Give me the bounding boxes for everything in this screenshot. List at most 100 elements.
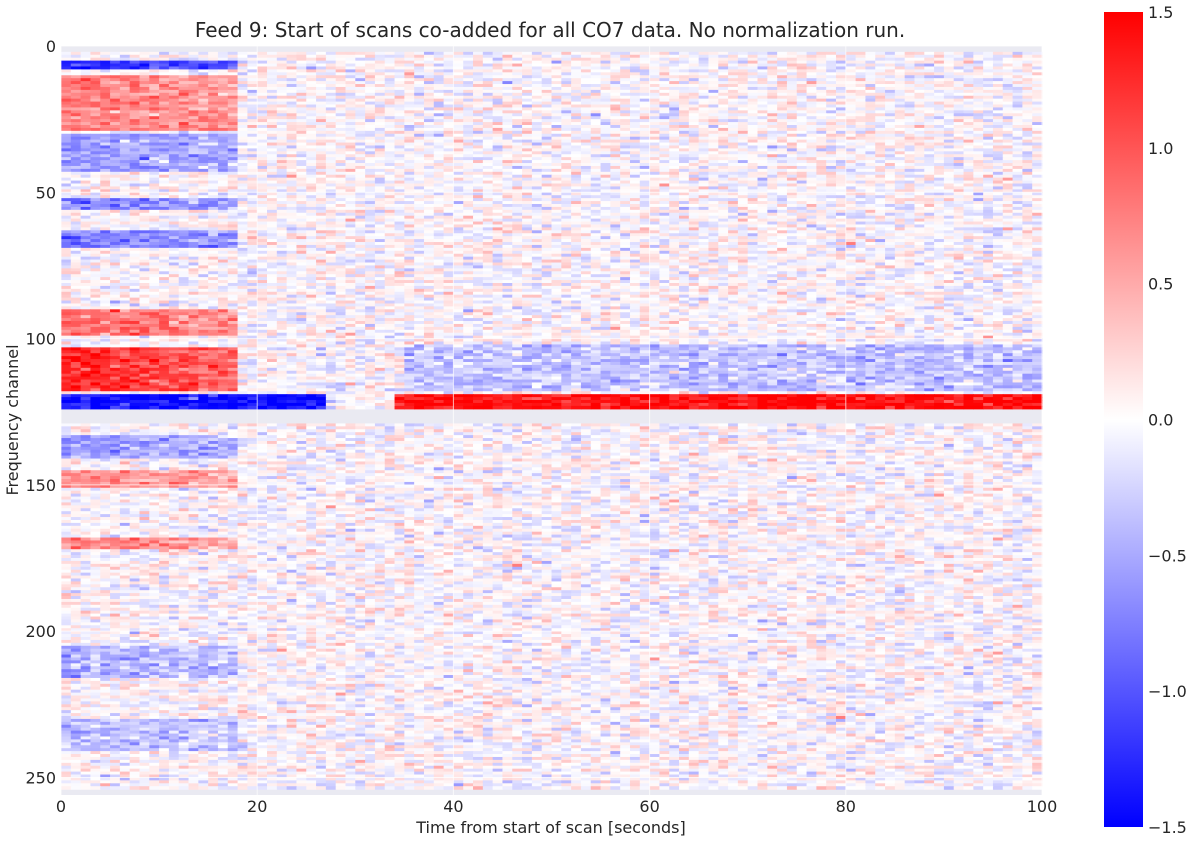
heatmap-cell xyxy=(198,98,209,103)
heatmap-cell xyxy=(502,98,513,103)
heatmap-cell xyxy=(610,127,621,132)
heatmap-cell xyxy=(276,130,288,135)
heatmap-cell xyxy=(629,113,641,117)
heatmap-cell xyxy=(629,63,641,68)
heatmap-cell xyxy=(580,54,592,59)
heatmap-cell xyxy=(629,119,641,123)
heatmap-cell xyxy=(688,72,700,76)
heatmap-cell xyxy=(482,101,494,106)
heatmap-cell xyxy=(796,113,808,117)
heatmap-cell xyxy=(257,78,268,82)
heatmap-cell xyxy=(149,72,160,76)
heatmap-cell xyxy=(345,151,356,155)
heatmap-cell xyxy=(816,127,827,132)
heatmap-cell xyxy=(70,157,82,161)
heatmap-cell xyxy=(119,57,131,62)
heatmap-cell xyxy=(394,101,405,106)
heatmap-cell xyxy=(718,125,729,129)
heatmap-cell xyxy=(1032,104,1043,109)
heatmap-cell xyxy=(767,125,778,129)
heatmap-cell xyxy=(541,57,553,62)
heatmap-cell xyxy=(345,60,356,65)
heatmap-cell xyxy=(786,95,798,100)
heatmap-cell xyxy=(1012,60,1023,65)
heatmap-cell xyxy=(286,139,298,144)
heatmap-cell xyxy=(561,95,572,100)
heatmap-cell xyxy=(306,86,317,91)
heatmap-cell xyxy=(580,98,592,103)
heatmap-cell xyxy=(531,125,543,129)
heatmap-cell xyxy=(747,81,759,85)
heatmap-cell xyxy=(629,72,641,76)
heatmap-cell xyxy=(276,69,288,73)
heatmap-cell xyxy=(61,145,72,150)
heatmap-cell xyxy=(365,110,376,114)
heatmap-cell xyxy=(914,66,925,71)
heatmap-cell xyxy=(669,116,680,120)
heatmap-cell xyxy=(659,86,670,91)
heatmap-cell xyxy=(629,122,641,126)
heatmap-cell xyxy=(208,57,219,62)
heatmap-cell xyxy=(237,148,248,152)
heatmap-cell xyxy=(934,122,945,126)
heatmap-cell xyxy=(953,63,965,68)
heatmap-cell xyxy=(306,127,317,132)
heatmap-cell xyxy=(639,107,651,111)
heatmap-cell xyxy=(757,84,768,88)
heatmap-cell xyxy=(227,154,239,158)
heatmap-cell xyxy=(1032,66,1043,71)
heatmap-cell xyxy=(159,136,170,141)
heatmap-cell xyxy=(257,54,268,59)
heatmap-cell xyxy=(463,78,474,82)
heatmap-cell xyxy=(590,136,602,141)
heatmap-cell xyxy=(404,101,415,106)
heatmap-cell xyxy=(286,66,298,71)
heatmap-cell xyxy=(149,101,160,106)
heatmap-cell xyxy=(835,113,847,117)
heatmap-cell xyxy=(433,75,445,79)
heatmap-cell xyxy=(1002,75,1014,79)
heatmap-cell xyxy=(561,151,572,155)
heatmap-cell xyxy=(953,66,965,71)
heatmap-cell xyxy=(237,57,248,62)
heatmap-cell xyxy=(904,154,916,158)
heatmap-cell xyxy=(1012,89,1023,94)
heatmap-cell xyxy=(875,84,886,88)
heatmap-cell xyxy=(580,110,592,114)
heatmap-cell xyxy=(80,139,92,144)
heatmap-cell xyxy=(835,95,847,100)
heatmap-cell xyxy=(227,104,239,109)
heatmap-cell xyxy=(875,69,886,73)
heatmap-cell xyxy=(325,116,337,120)
heatmap-cell xyxy=(983,51,994,56)
heatmap-cell xyxy=(826,142,837,147)
heatmap-cell xyxy=(885,57,896,62)
heatmap-cell xyxy=(875,142,886,147)
heatmap-cell xyxy=(453,95,464,100)
heatmap-cell xyxy=(365,119,376,123)
heatmap-cell xyxy=(345,154,356,158)
heatmap-cell xyxy=(522,110,533,114)
heatmap-cell xyxy=(541,136,553,141)
heatmap-cell xyxy=(826,119,837,123)
heatmap-cell xyxy=(325,145,337,150)
heatmap-cell xyxy=(100,69,111,73)
heatmap-cell xyxy=(767,78,778,82)
heatmap-cell xyxy=(129,66,141,71)
heatmap-cell xyxy=(237,54,248,59)
heatmap-cell xyxy=(826,151,837,155)
heatmap-cell xyxy=(669,66,680,71)
heatmap-cell xyxy=(1022,107,1033,111)
heatmap-cell xyxy=(669,92,680,97)
heatmap-cell xyxy=(580,72,592,76)
heatmap-cell xyxy=(492,78,504,82)
heatmap-cell xyxy=(914,139,925,144)
heatmap-cell xyxy=(119,51,131,56)
heatmap-cell xyxy=(168,98,180,103)
heatmap-cell xyxy=(374,104,386,109)
heatmap-cell xyxy=(492,127,504,132)
heatmap-cell xyxy=(257,145,268,150)
heatmap-cell xyxy=(639,51,651,56)
heatmap-cell xyxy=(953,154,965,158)
heatmap-cell xyxy=(845,75,857,79)
